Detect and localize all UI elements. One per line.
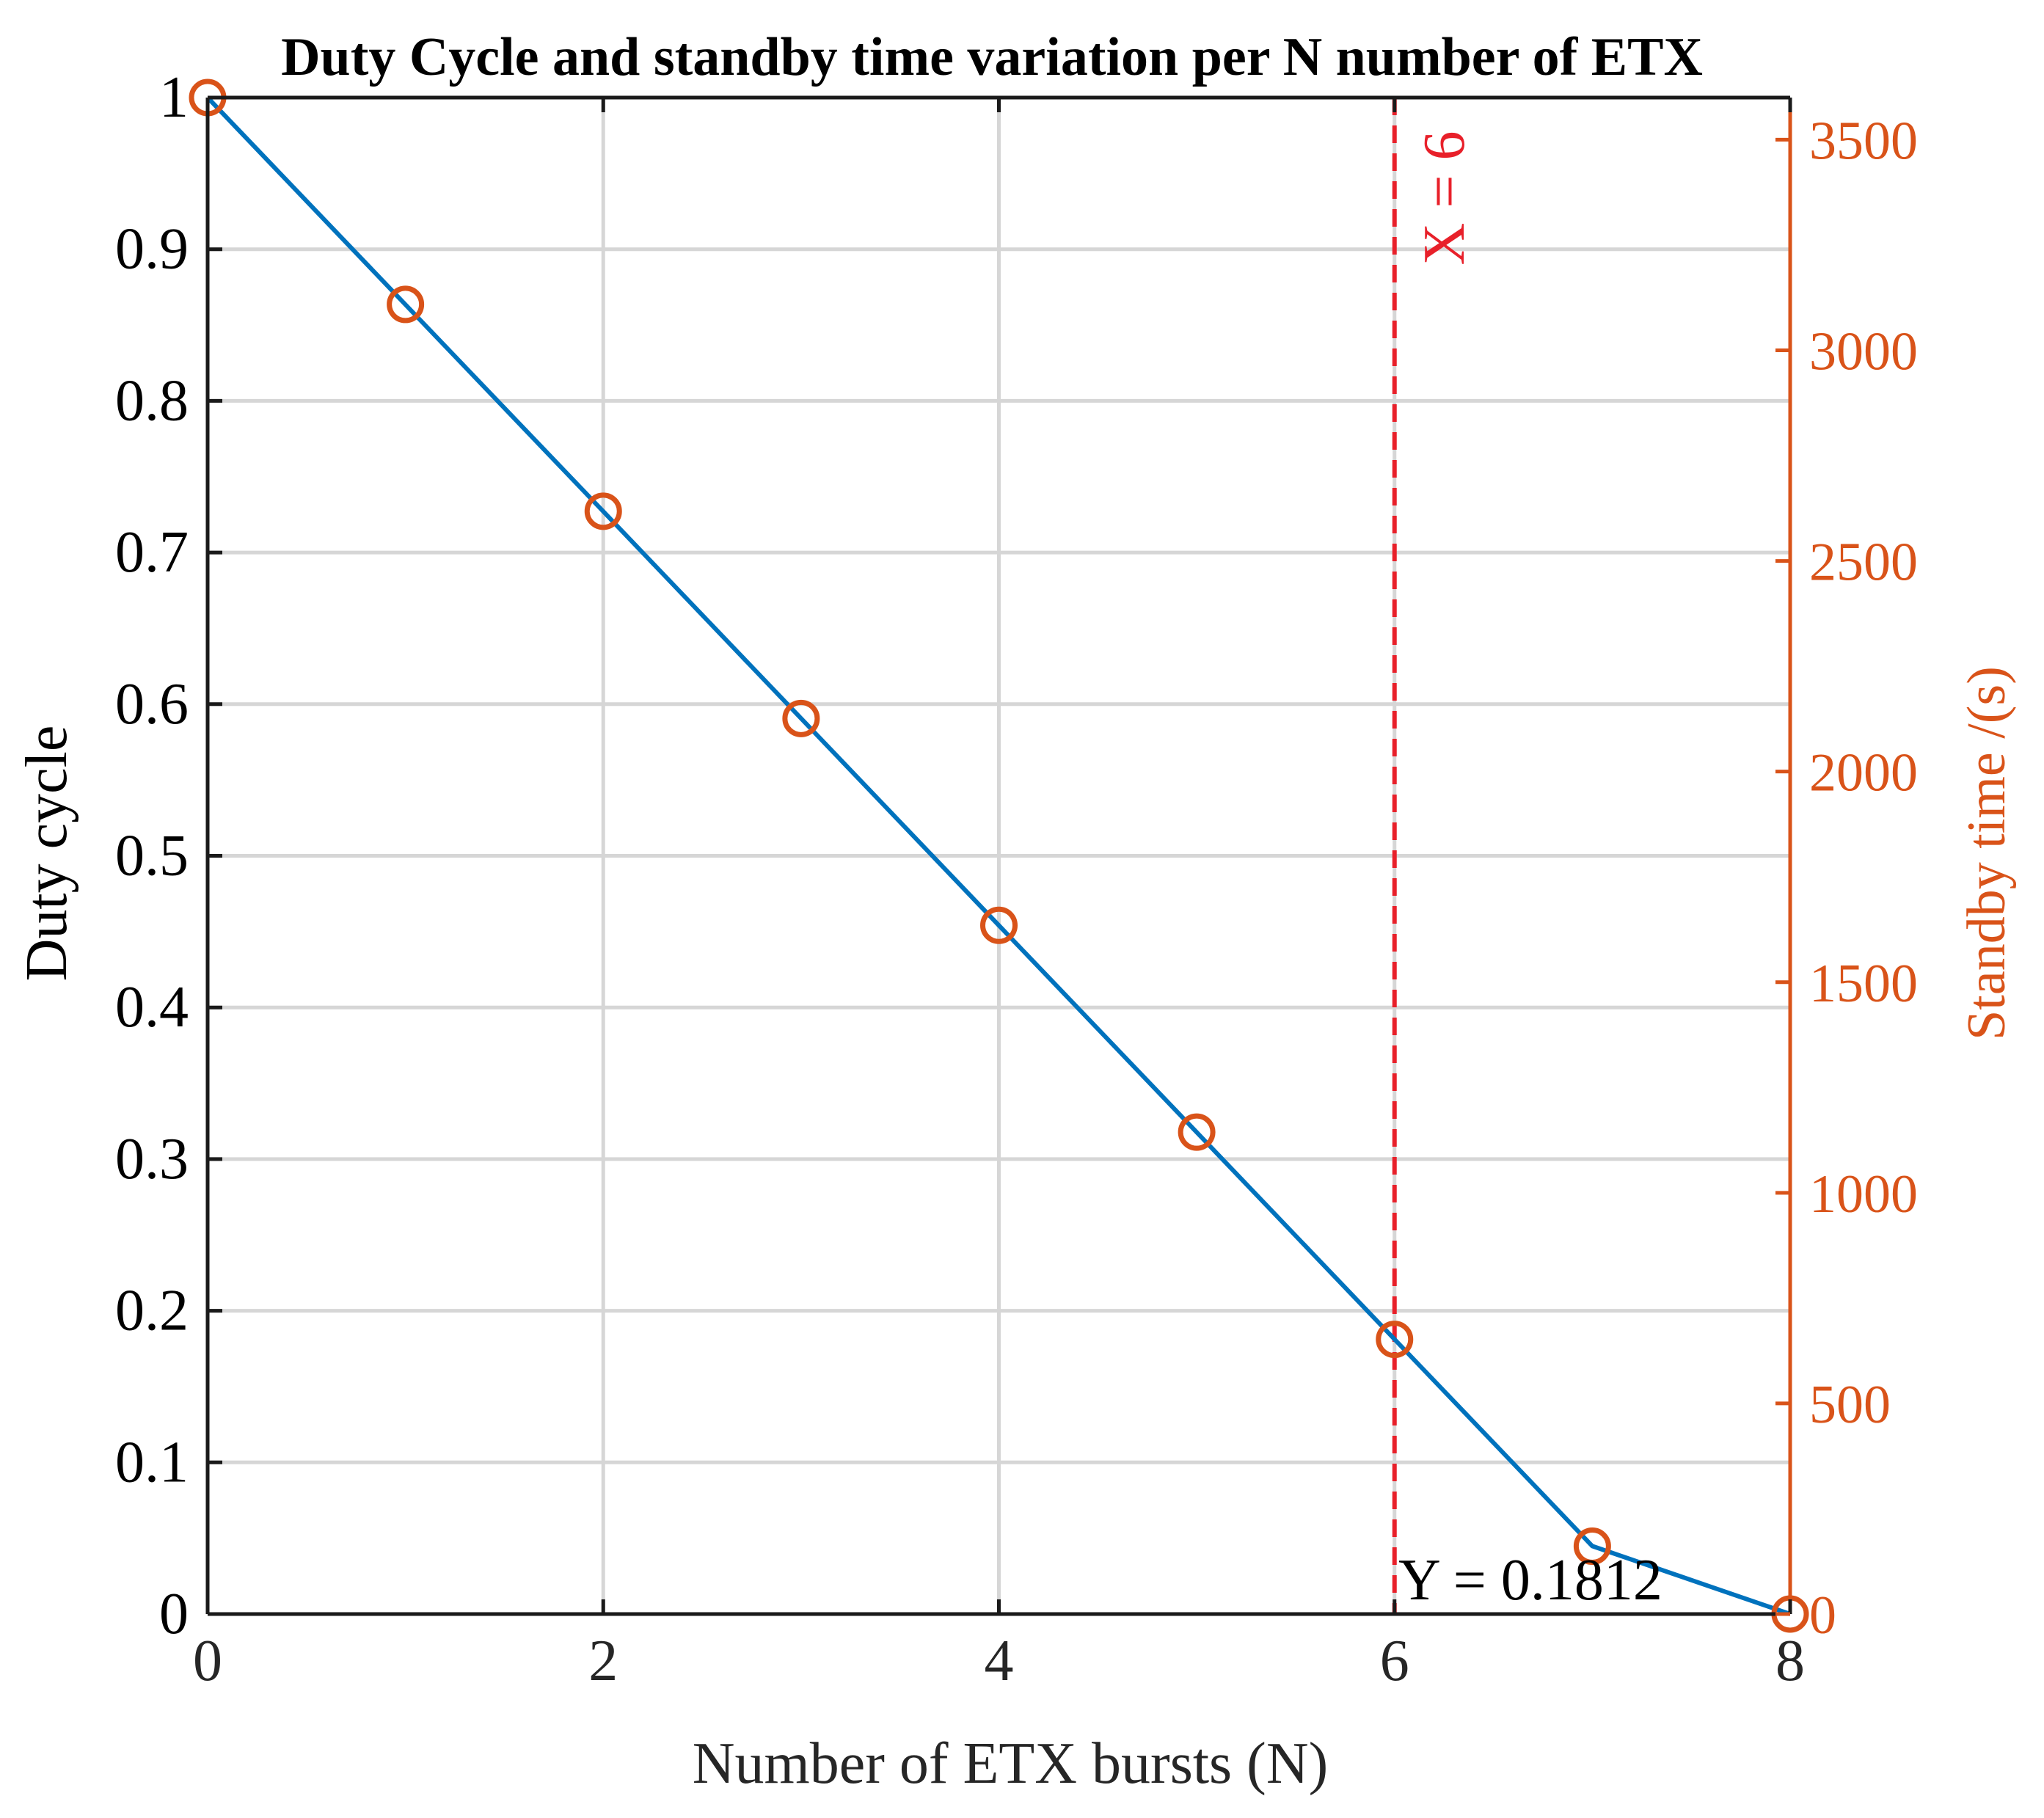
- x-axis-label: Number of ETX bursts (N): [693, 1731, 1328, 1796]
- y-tick-label-left: 0.6: [115, 672, 189, 737]
- series-marker-standby-time: [980, 906, 1018, 944]
- x-tick-label: 2: [588, 1629, 618, 1693]
- x-tick-label: 0: [193, 1629, 222, 1693]
- chart-labels: Duty Cycle and standby time variation pe…: [15, 27, 2017, 1796]
- y-tick-label-left: 0.5: [115, 824, 189, 888]
- y-tick-label-left: 0.7: [115, 520, 189, 585]
- y-tick-label-right: 1500: [1809, 954, 1918, 1014]
- y-tick-label-left: 0.2: [115, 1279, 189, 1343]
- series-marker-standby-time: [584, 492, 622, 530]
- series-marker-standby-time: [1178, 1113, 1216, 1151]
- x-tick-label: 4: [985, 1629, 1014, 1693]
- y-tick-label-left: 0.8: [115, 368, 189, 433]
- y-tick-label-right: 2000: [1809, 743, 1918, 803]
- x-tick-label: 8: [1775, 1629, 1805, 1693]
- x-tick-label: 6: [1380, 1629, 1409, 1693]
- point-annotation-label: Y = 0.1812: [1398, 1548, 1662, 1613]
- y-tick-label-right: 3500: [1809, 111, 1918, 171]
- tick-labels: 00.10.20.30.40.50.60.70.80.910 2 4 6 8050010…: [115, 65, 1918, 1693]
- y-axis-label-left: Duty cycle: [15, 726, 79, 982]
- y-tick-label-left: 0.9: [115, 217, 189, 282]
- axes-frame: [205, 95, 1792, 1616]
- series-line-duty-cycle: [205, 95, 1791, 1616]
- y-tick-label-left: 0.4: [115, 975, 189, 1040]
- series-marker-standby-time: [387, 285, 425, 324]
- series-marker-standby-time: [1376, 1321, 1414, 1359]
- y-tick-label-left: 1: [159, 65, 189, 130]
- y-tick-label-left: 0: [159, 1582, 189, 1646]
- series-marker-standby-time: [1573, 1527, 1611, 1566]
- y-tick-label-left: 0.3: [115, 1127, 189, 1191]
- vline-annotation-label: X = 6: [1412, 131, 1477, 266]
- chart-title: Duty Cycle and standby time variation pe…: [281, 27, 1703, 87]
- y-tick-label-left: 0.1: [115, 1430, 189, 1494]
- y-axis-label-right: Standby time /(s): [1957, 666, 2017, 1040]
- series-marker-standby-time: [782, 699, 820, 737]
- y-tick-label-right: 1000: [1809, 1164, 1918, 1224]
- y-tick-label-right: 2500: [1809, 533, 1918, 593]
- y-tick-label-right: 3000: [1809, 322, 1918, 382]
- y-tick-label-right: 0: [1809, 1585, 1836, 1646]
- y-tick-label-right: 500: [1809, 1375, 1891, 1435]
